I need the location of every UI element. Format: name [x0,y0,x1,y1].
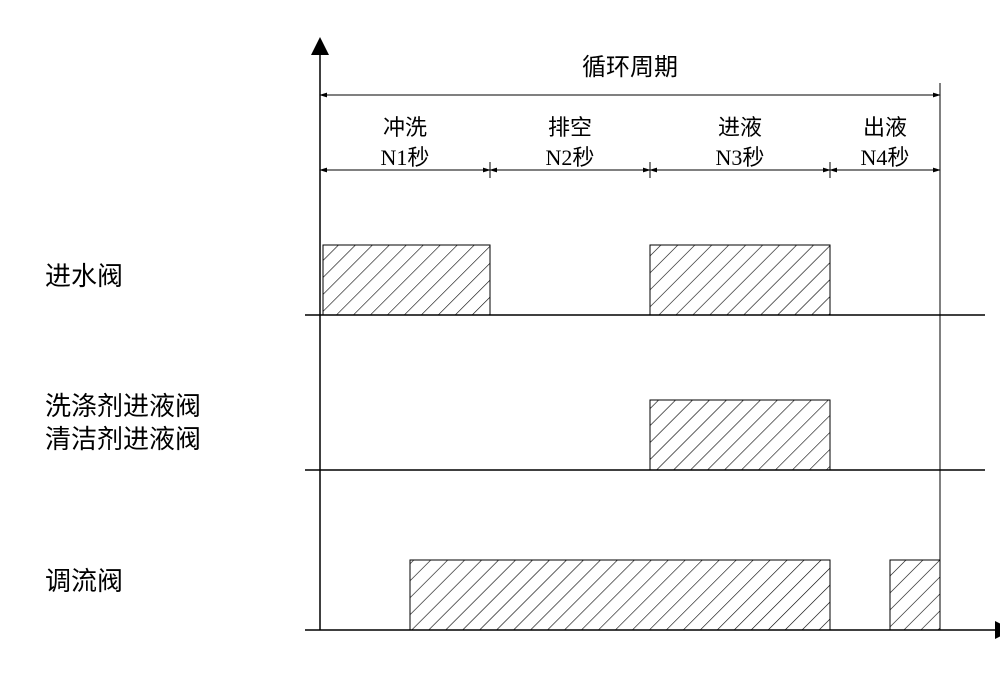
phase-name-label: 出液 [863,115,907,140]
timing-bar [890,560,940,630]
row-label: 调流阀 [45,567,123,596]
row-label: 洗涤剂进液阀 [45,392,201,421]
phase-duration-label: N3秒 [716,145,765,170]
row-label: 进水阀 [45,262,123,291]
row-label: 清洁剂进液阀 [45,425,201,454]
phase-name-label: 进液 [718,115,762,140]
timing-bar [410,560,830,630]
timing-bar [323,245,490,315]
phase-name-label: 排空 [548,115,592,140]
phase-duration-label: N4秒 [861,145,910,170]
phase-duration-label: N1秒 [381,145,430,170]
phase-duration-label: N2秒 [546,145,595,170]
cycle-label: 循环周期 [582,54,678,81]
phase-name-label: 冲洗 [383,115,427,140]
timing-bar [650,245,830,315]
timing-bar [650,400,830,470]
timing-diagram: 循环周期冲洗 N1秒 排空 N2秒 进液 N3秒 出液 N4秒进水阀洗涤剂进液阀清洁剂进液阀调… [20,20,1000,671]
